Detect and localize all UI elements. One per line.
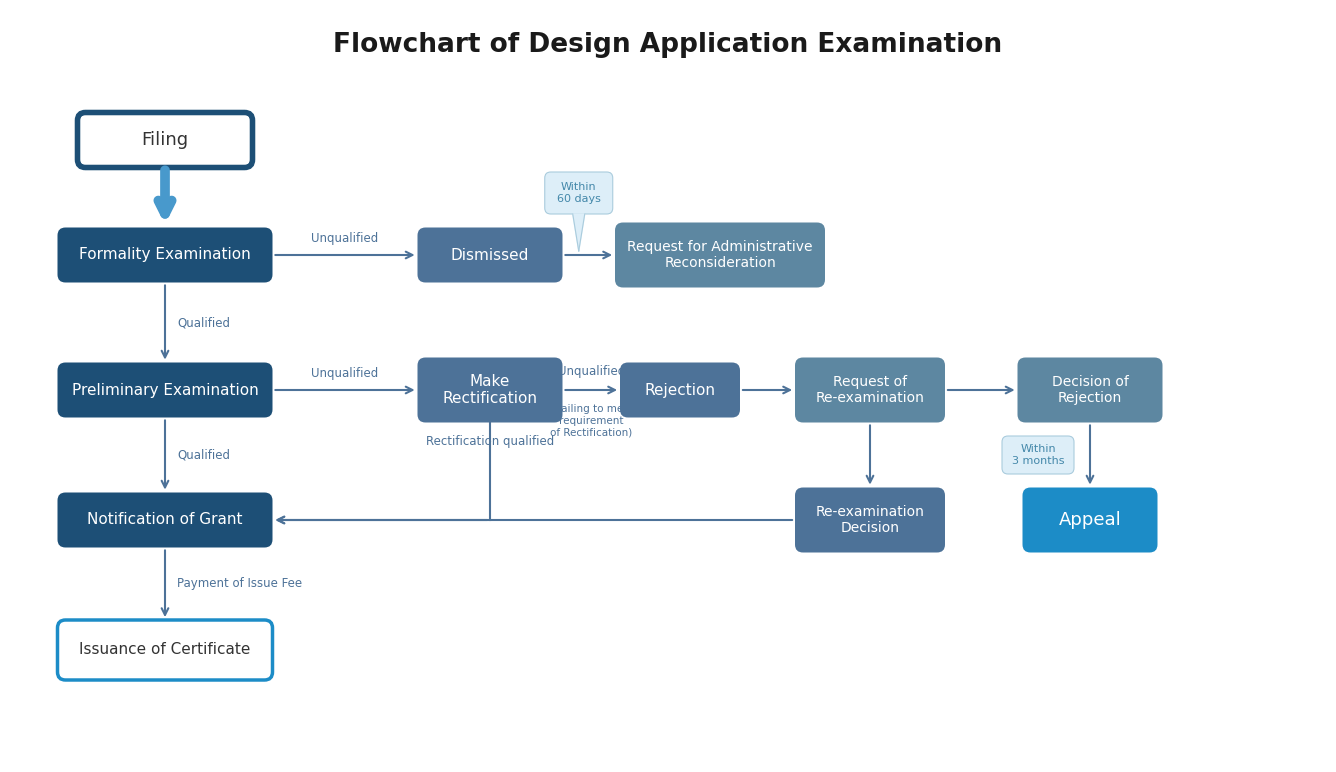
Text: ( Failing to meet
requirement
of Rectification): ( Failing to meet requirement of Rectifi… — [549, 404, 633, 437]
FancyBboxPatch shape — [417, 357, 562, 422]
Text: Within
3 months: Within 3 months — [1011, 444, 1065, 466]
FancyBboxPatch shape — [57, 493, 273, 547]
Text: Unqualified: Unqualified — [557, 365, 625, 378]
Text: Qualified: Qualified — [176, 449, 230, 462]
FancyBboxPatch shape — [615, 222, 826, 287]
Polygon shape — [573, 214, 585, 251]
Text: Within
60 days: Within 60 days — [557, 182, 601, 204]
Text: Decision of
Rejection: Decision of Rejection — [1051, 375, 1129, 405]
FancyBboxPatch shape — [57, 363, 273, 418]
FancyBboxPatch shape — [77, 113, 253, 168]
FancyBboxPatch shape — [620, 363, 740, 418]
Text: Re-examination
Decision: Re-examination Decision — [815, 505, 925, 535]
Text: Unqualified: Unqualified — [311, 367, 378, 380]
Text: Filing: Filing — [142, 131, 188, 149]
Text: Notification of Grant: Notification of Grant — [87, 513, 243, 527]
Text: Make
Rectification: Make Rectification — [442, 374, 537, 406]
FancyBboxPatch shape — [1022, 487, 1157, 553]
FancyBboxPatch shape — [795, 357, 945, 422]
Text: Payment of Issue Fee: Payment of Issue Fee — [176, 577, 302, 591]
Text: Unqualified: Unqualified — [311, 232, 378, 245]
FancyBboxPatch shape — [1002, 436, 1074, 474]
Text: Appeal: Appeal — [1058, 511, 1121, 529]
FancyBboxPatch shape — [57, 620, 273, 680]
Text: Qualified: Qualified — [176, 316, 230, 329]
FancyBboxPatch shape — [1018, 357, 1162, 422]
Text: Dismissed: Dismissed — [450, 248, 529, 262]
Text: Request for Administrative
Reconsideration: Request for Administrative Reconsiderati… — [627, 240, 812, 270]
FancyBboxPatch shape — [57, 228, 273, 283]
Text: Preliminary Examination: Preliminary Examination — [72, 382, 258, 398]
Text: Request of
Re-examination: Request of Re-examination — [815, 375, 925, 405]
FancyBboxPatch shape — [545, 172, 613, 214]
Text: Rectification qualified: Rectification qualified — [426, 435, 554, 448]
FancyBboxPatch shape — [417, 228, 562, 283]
Text: Flowchart of Design Application Examination: Flowchart of Design Application Examinat… — [334, 32, 1002, 58]
Text: Issuance of Certificate: Issuance of Certificate — [79, 642, 251, 658]
Text: Rejection: Rejection — [644, 382, 716, 398]
FancyBboxPatch shape — [795, 487, 945, 553]
Text: Formality Examination: Formality Examination — [79, 248, 251, 262]
